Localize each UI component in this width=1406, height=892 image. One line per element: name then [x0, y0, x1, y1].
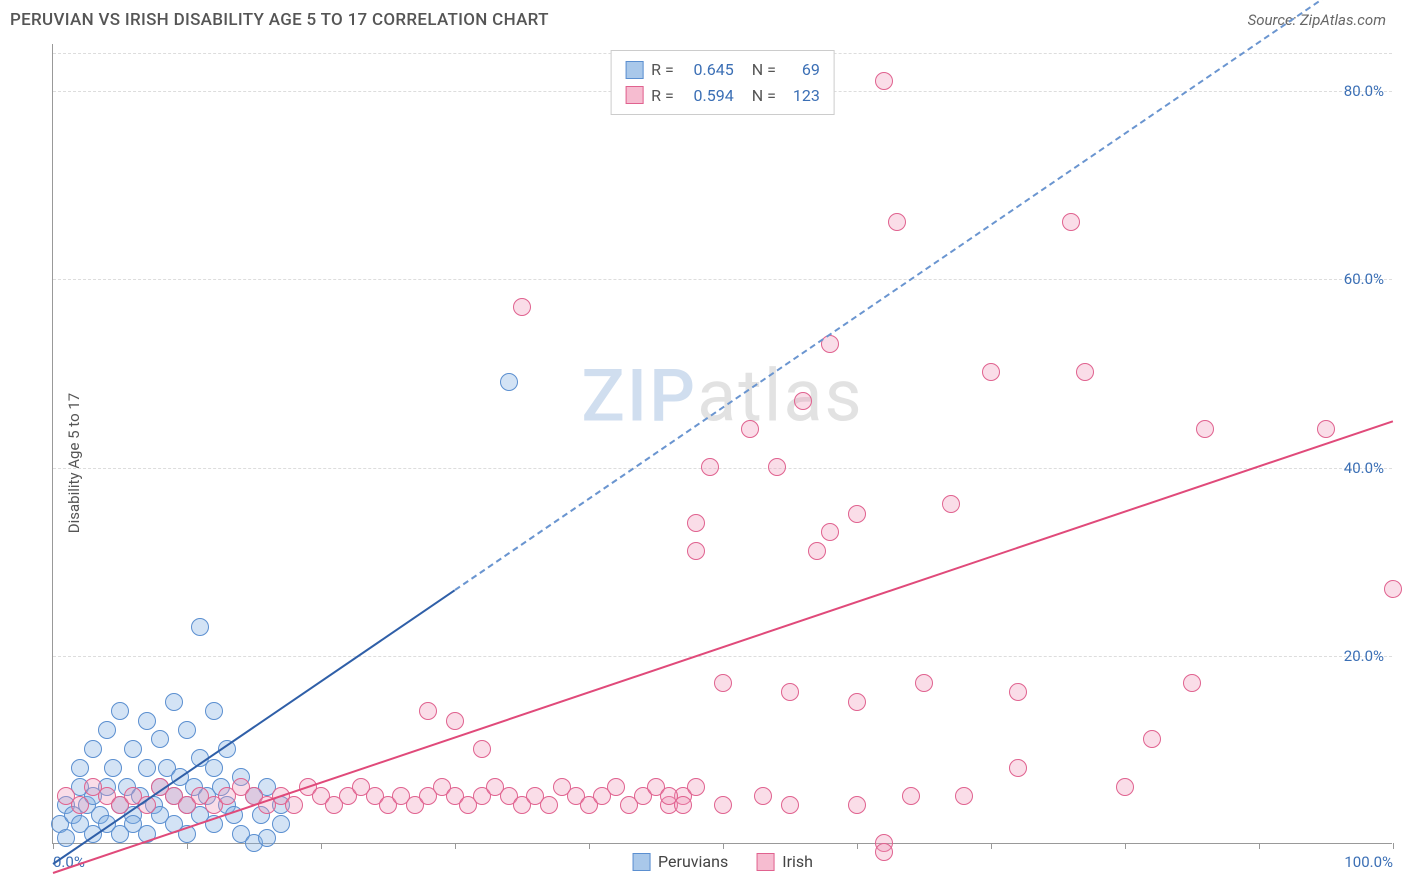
- legend-item: Irish: [756, 852, 813, 871]
- scatter-point: [205, 759, 223, 777]
- legend-series: Peruvians Irish: [632, 852, 813, 871]
- x-tick: [1259, 843, 1260, 849]
- scatter-point: [674, 796, 692, 814]
- scatter-point: [98, 721, 116, 739]
- scatter-point: [848, 693, 866, 711]
- legend-correlation: R =0.645N =69R =0.594N =123: [610, 50, 835, 115]
- y-tick-label: 80.0%: [1344, 82, 1384, 100]
- y-tick-label: 40.0%: [1344, 459, 1384, 477]
- x-tick: [589, 843, 590, 849]
- scatter-point: [687, 778, 705, 796]
- source-label: Source: ZipAtlas.com: [1248, 11, 1386, 29]
- scatter-point: [191, 618, 209, 636]
- scatter-point: [808, 542, 826, 560]
- x-tick: [53, 843, 54, 849]
- scatter-point: [473, 740, 491, 758]
- scatter-point: [500, 373, 518, 391]
- scatter-point: [794, 392, 812, 410]
- scatter-point: [768, 458, 786, 476]
- scatter-point: [111, 702, 129, 720]
- legend-swatch: [625, 86, 643, 104]
- scatter-point: [915, 674, 933, 692]
- scatter-point: [1076, 363, 1094, 381]
- scatter-point: [124, 740, 142, 758]
- scatter-point: [1116, 778, 1134, 796]
- scatter-point: [285, 796, 303, 814]
- gridline: [53, 279, 1392, 280]
- scatter-point: [138, 759, 156, 777]
- scatter-point: [205, 702, 223, 720]
- scatter-point: [1009, 759, 1027, 777]
- scatter-point: [1196, 420, 1214, 438]
- gridline: [53, 468, 1392, 469]
- chart-title: PERUVIAN VS IRISH DISABILITY AGE 5 TO 17…: [10, 10, 549, 30]
- scatter-point: [607, 778, 625, 796]
- y-tick-label: 20.0%: [1344, 647, 1384, 665]
- scatter-point: [513, 298, 531, 316]
- x-tick: [187, 843, 188, 849]
- x-tick-label: 100.0%: [1344, 853, 1393, 871]
- scatter-point: [714, 674, 732, 692]
- scatter-point: [258, 829, 276, 847]
- scatter-point: [982, 363, 1000, 381]
- scatter-point: [1384, 580, 1402, 598]
- scatter-point: [419, 702, 437, 720]
- scatter-point: [741, 420, 759, 438]
- scatter-point: [781, 796, 799, 814]
- scatter-point: [848, 796, 866, 814]
- x-tick: [321, 843, 322, 849]
- scatter-point: [1009, 683, 1027, 701]
- scatter-point: [888, 213, 906, 231]
- chart-container: Disability Age 5 to 17 ZIPatlas R =0.645…: [10, 44, 1396, 882]
- scatter-point: [57, 829, 75, 847]
- scatter-point: [875, 72, 893, 90]
- scatter-point: [821, 523, 839, 541]
- scatter-point: [1062, 213, 1080, 231]
- legend-swatch: [756, 853, 774, 871]
- x-tick: [1393, 843, 1394, 849]
- scatter-point: [942, 495, 960, 513]
- scatter-point: [687, 542, 705, 560]
- scatter-point: [1183, 674, 1201, 692]
- x-tick: [857, 843, 858, 849]
- legend-item: Peruvians: [632, 852, 728, 871]
- scatter-point: [446, 712, 464, 730]
- gridline: [53, 656, 1392, 657]
- scatter-point: [848, 505, 866, 523]
- scatter-point: [955, 787, 973, 805]
- plot-area: ZIPatlas R =0.645N =69R =0.594N =123 Per…: [52, 44, 1392, 844]
- scatter-point: [687, 514, 705, 532]
- scatter-point: [178, 721, 196, 739]
- scatter-point: [138, 712, 156, 730]
- trendline: [454, 0, 1393, 591]
- legend-row: R =0.645N =69: [625, 57, 820, 83]
- scatter-point: [875, 843, 893, 861]
- scatter-point: [84, 740, 102, 758]
- scatter-point: [1143, 730, 1161, 748]
- scatter-point: [902, 787, 920, 805]
- scatter-point: [540, 796, 558, 814]
- watermark: ZIPatlas: [581, 353, 863, 438]
- scatter-point: [165, 693, 183, 711]
- scatter-point: [71, 796, 89, 814]
- x-tick: [455, 843, 456, 849]
- legend-swatch: [625, 61, 643, 79]
- y-tick-label: 60.0%: [1344, 270, 1384, 288]
- scatter-point: [151, 730, 169, 748]
- scatter-point: [781, 683, 799, 701]
- x-tick: [991, 843, 992, 849]
- legend-swatch: [632, 853, 650, 871]
- scatter-point: [701, 458, 719, 476]
- scatter-point: [714, 796, 732, 814]
- scatter-point: [71, 759, 89, 777]
- x-tick: [1125, 843, 1126, 849]
- legend-row: R =0.594N =123: [625, 83, 820, 109]
- x-tick: [723, 843, 724, 849]
- scatter-point: [104, 759, 122, 777]
- scatter-point: [1317, 420, 1335, 438]
- scatter-point: [754, 787, 772, 805]
- scatter-point: [272, 815, 290, 833]
